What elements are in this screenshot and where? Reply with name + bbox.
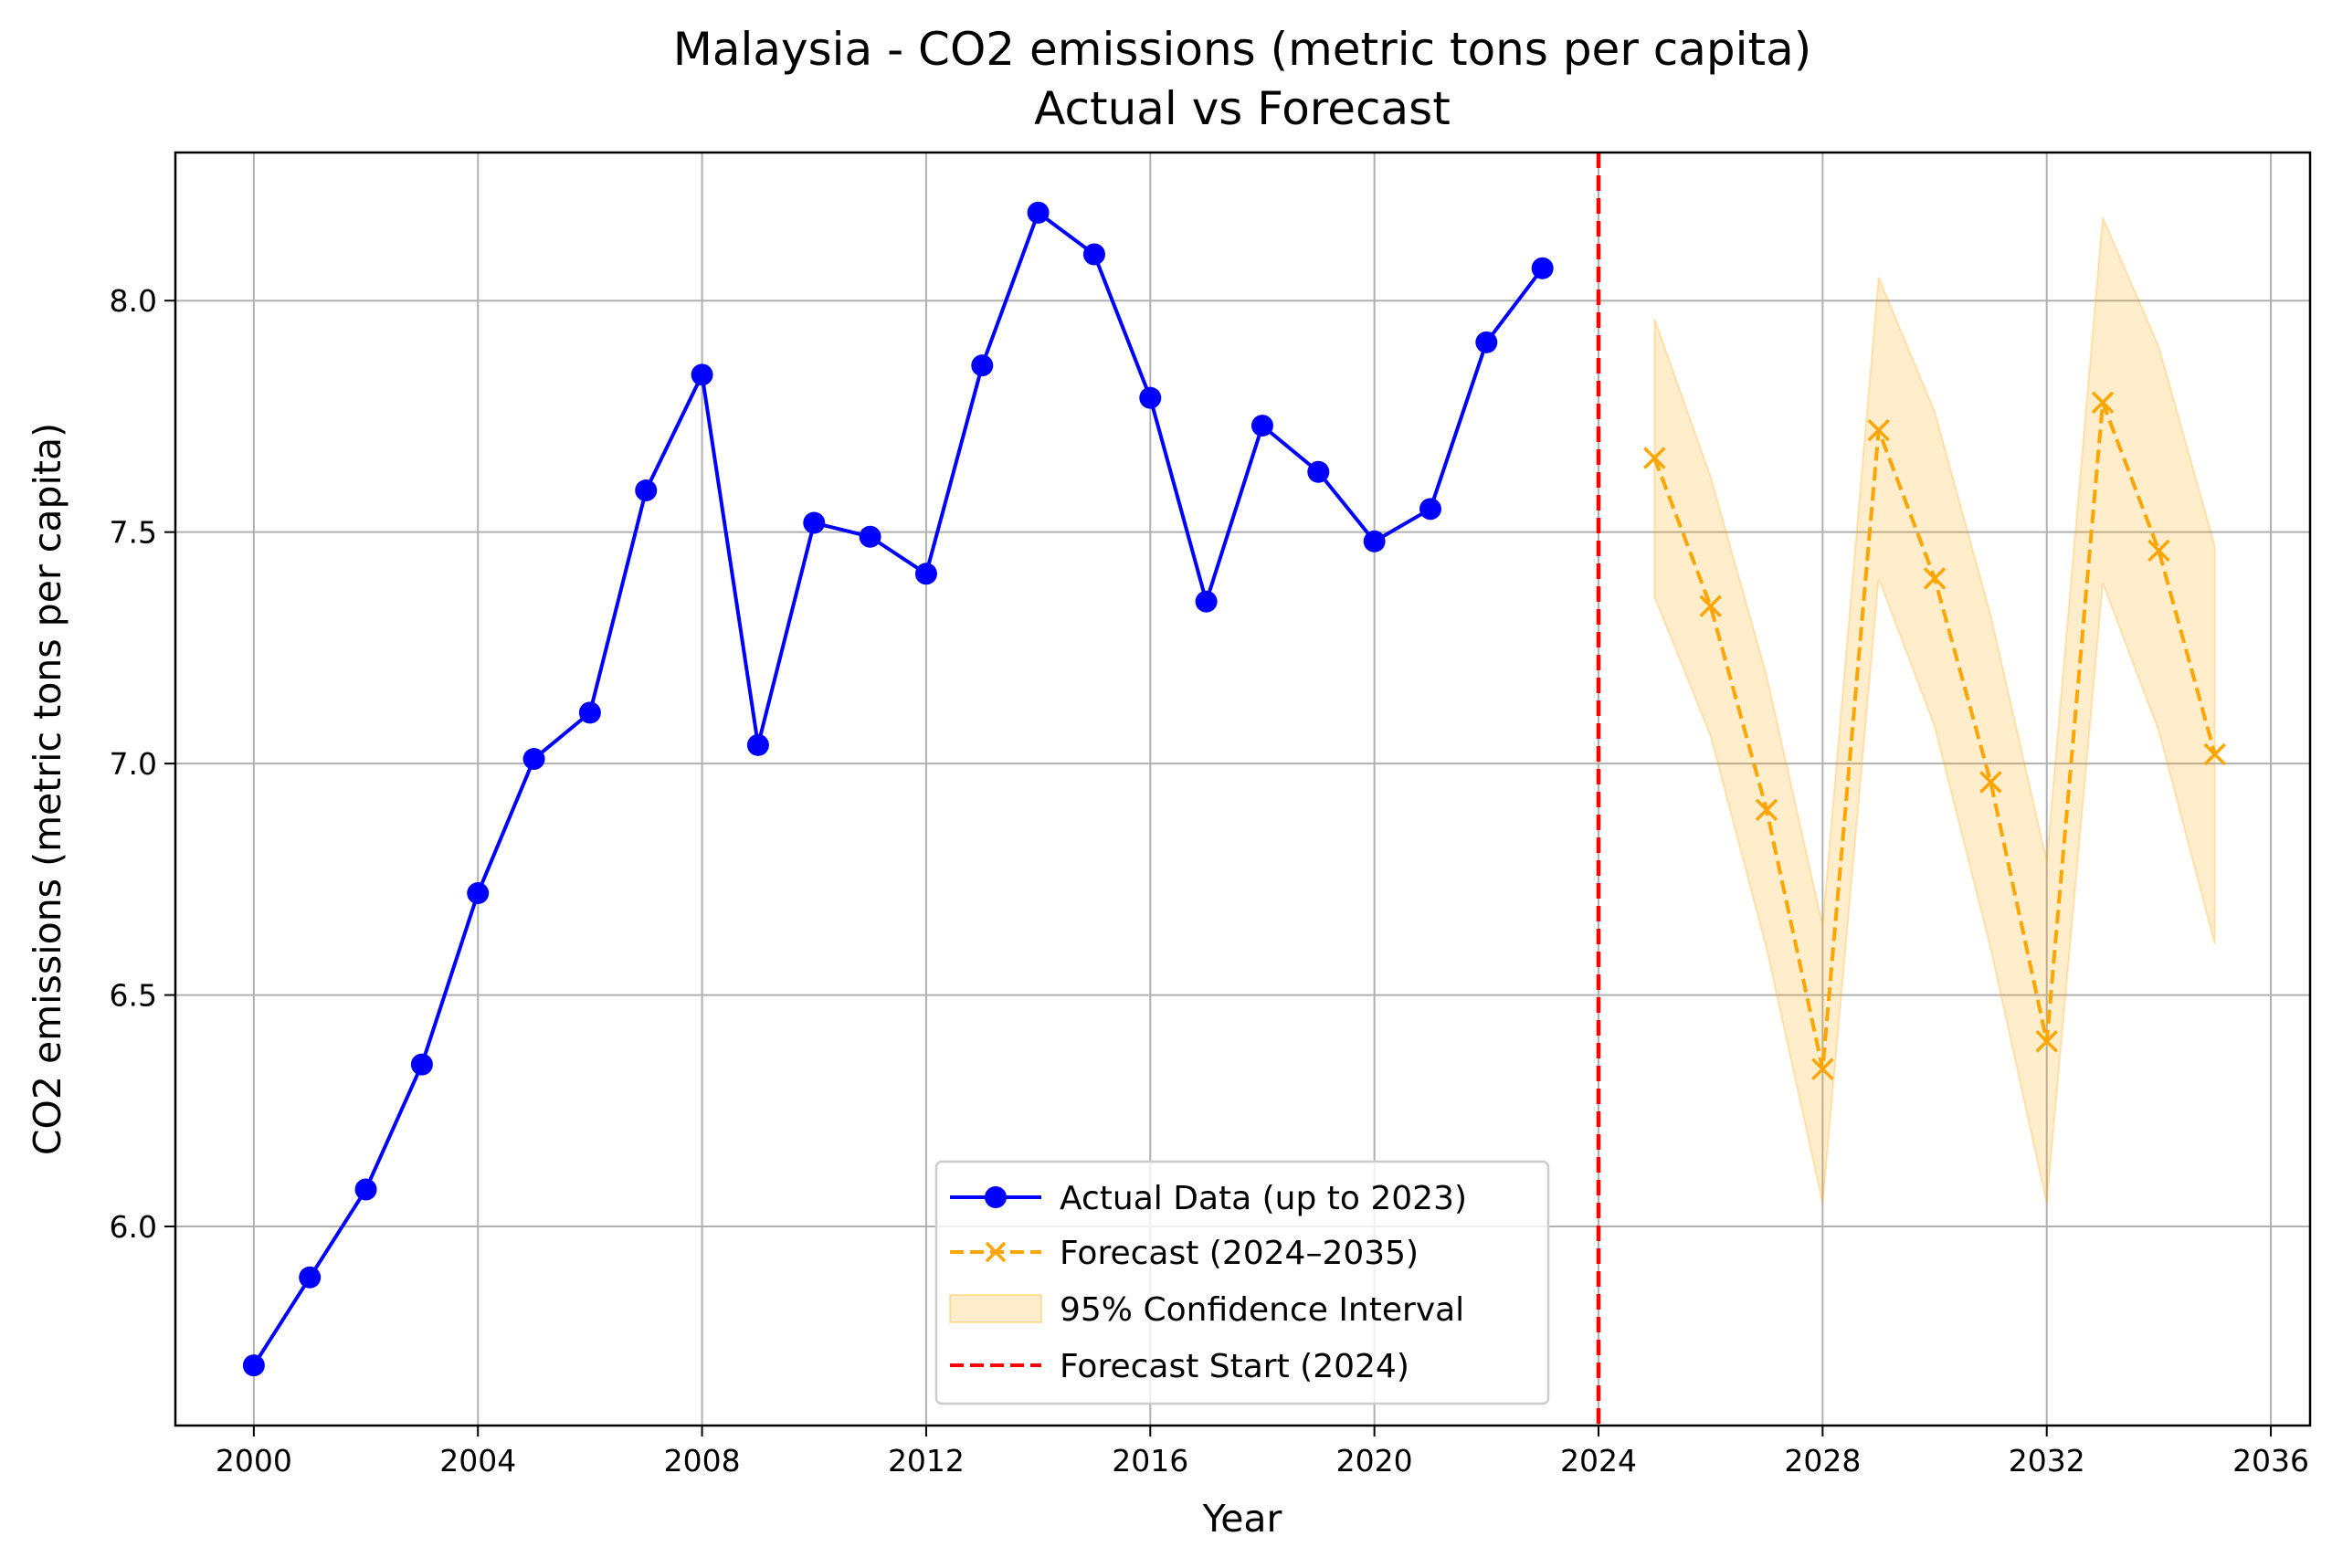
x-tick-label: 2036: [2232, 1443, 2309, 1479]
x-tick-label: 2032: [2009, 1443, 2085, 1479]
actual-data-point: [467, 882, 490, 905]
forecast-data-point: [1643, 447, 1666, 469]
actual-data-point: [635, 479, 658, 502]
actual-data-point: [1363, 530, 1386, 552]
series-layer: [242, 201, 2226, 1377]
x-tick-label: 2004: [439, 1443, 516, 1479]
grid-layer: [175, 153, 2310, 1426]
forecast-data-point: [1755, 798, 1778, 822]
actual-data-point: [1531, 257, 1554, 279]
forecast-data-point: [2203, 742, 2226, 766]
legend-frame: [934, 1160, 1550, 1405]
x-axis-label: Year: [1202, 1497, 1282, 1541]
forecast-data-point: [1699, 595, 1722, 618]
forecast-data-point: [2035, 1030, 2058, 1053]
legend-marker-ci: [949, 1294, 1042, 1323]
legend: Actual Data (up to 2023) Forecast (2024–…: [934, 1160, 1550, 1405]
x-tick-label: 2020: [1336, 1443, 1413, 1479]
actual-data-point: [1195, 590, 1218, 613]
actual-data-point: [971, 354, 994, 377]
actual-data-point: [578, 701, 601, 724]
actual-data-point: [1082, 243, 1105, 266]
actual-data-point: [522, 748, 545, 771]
forecast-data-point: [1867, 418, 1890, 442]
confidence-interval-band: [1653, 216, 2216, 1204]
x-tick-label: 2024: [1560, 1443, 1637, 1479]
actual-data-point: [803, 511, 826, 534]
y-tick-label: 6.0: [110, 1209, 157, 1245]
x-tick-label: 2000: [216, 1443, 292, 1479]
legend-label-actual: Actual Data (up to 2023): [1060, 1180, 1467, 1217]
legend-marker-actual-dot: [985, 1186, 1007, 1208]
forecast-data-point: [1811, 1058, 1834, 1080]
plot-frame: [174, 151, 2312, 1427]
chart-subtitle: Actual vs Forecast: [1034, 82, 1451, 135]
actual-series-line: [252, 210, 1545, 1367]
tick-layer: 2000 2004 2008 2012 2016 2020 2024 2028 2032 2036…: [110, 283, 2310, 1479]
forecast-data-point: [2091, 391, 2115, 414]
x-tick-label: 2016: [1112, 1443, 1188, 1479]
x-tick-label: 2028: [1784, 1443, 1861, 1479]
actual-data-point: [242, 1354, 265, 1377]
y-tick-label: 6.5: [110, 978, 157, 1014]
y-tick-label: 7.0: [110, 746, 157, 782]
forecast-data-point: [1979, 771, 2002, 794]
legend-marker-forecast-x: [985, 1241, 1007, 1263]
actual-data-point: [1250, 415, 1273, 437]
actual-data-point: [691, 363, 713, 386]
legend-label-forecast: Forecast (2024–2035): [1060, 1235, 1419, 1272]
chart-title: Malaysia - CO2 emissions (metric tons pe…: [673, 23, 1812, 76]
actual-data-point: [1139, 386, 1162, 409]
actual-data-point: [410, 1053, 433, 1076]
actual-data-point: [1027, 201, 1050, 224]
y-axis-label: CO2 emissions (metric tons per capita): [26, 423, 69, 1155]
actual-data-point: [1419, 498, 1441, 521]
actual-data-point: [914, 563, 937, 585]
actual-data-point: [1475, 331, 1498, 353]
confidence-interval-layer: [1653, 216, 2216, 1204]
y-tick-label: 8.0: [110, 283, 157, 319]
actual-data-point: [354, 1178, 377, 1201]
actual-data-point: [1307, 460, 1330, 483]
actual-data-point: [746, 733, 769, 756]
forecast-data-point: [2147, 539, 2170, 563]
x-tick-label: 2008: [664, 1443, 741, 1479]
legend-label-reference: Forecast Start (2024): [1060, 1348, 1409, 1385]
legend-label-ci: 95% Confidence Interval: [1060, 1291, 1464, 1329]
y-tick-label: 7.5: [110, 515, 157, 551]
x-tick-label: 2012: [888, 1443, 965, 1479]
actual-data-point: [859, 525, 881, 548]
actual-data-point: [299, 1266, 322, 1289]
forecast-data-point: [1923, 567, 1947, 590]
